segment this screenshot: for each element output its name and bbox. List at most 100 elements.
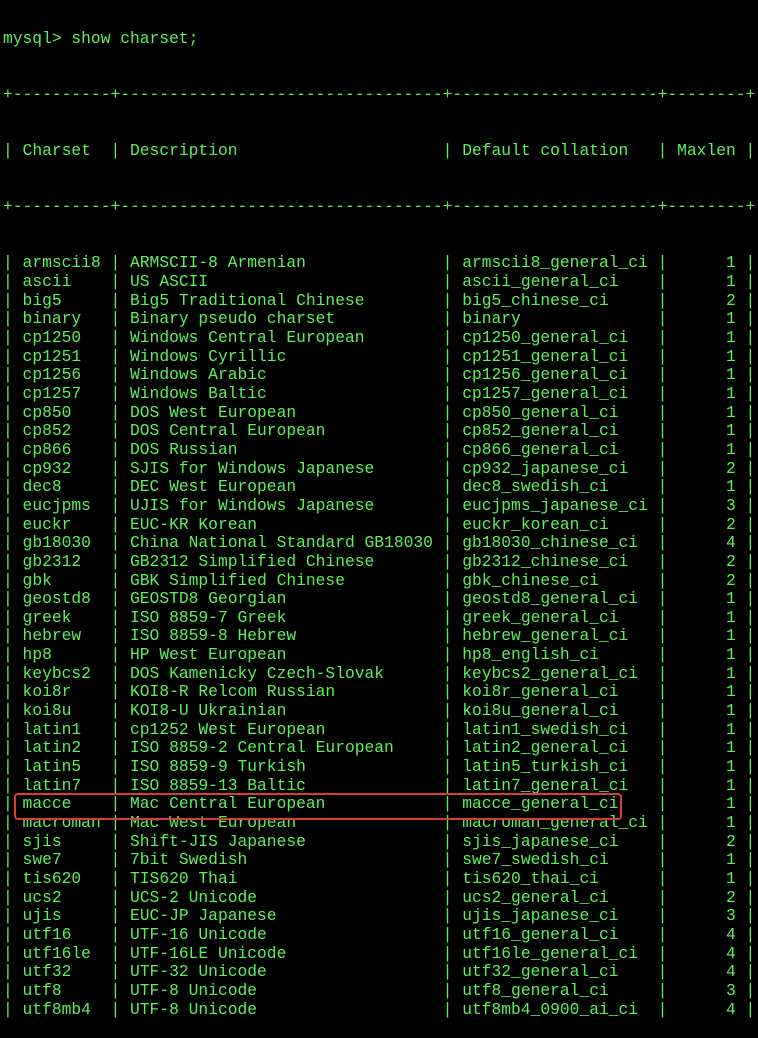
cell-maxlen: 3 bbox=[725, 495, 736, 515]
cell-charset: gb2312 bbox=[22, 551, 82, 571]
cell-charset: utf16 bbox=[22, 924, 72, 944]
cell-description: UJIS for Windows Japanese bbox=[130, 495, 375, 515]
table-row: | cp866 | DOS Russian | cp866_general_ci… bbox=[3, 439, 756, 459]
cell-default-collation: cp850_general_ci bbox=[462, 402, 619, 422]
cell-maxlen: 2 bbox=[725, 570, 736, 590]
cell-default-collation: ascii_general_ci bbox=[462, 272, 619, 291]
cell-maxlen: 1 bbox=[725, 402, 736, 422]
cell-charset: cp852 bbox=[22, 421, 72, 441]
table-row: | armscii8 | ARMSCII-8 Armenian | armsci… bbox=[3, 253, 756, 273]
table-row: | latin1 | cp1252 West European | latin1… bbox=[3, 719, 756, 739]
cell-default-collation: utf16le_general_ci bbox=[462, 943, 639, 963]
cell-default-collation: koi8r_general_ci bbox=[462, 682, 619, 702]
table-row: | sjis | Shift-JIS Japanese | sjis_japan… bbox=[3, 831, 756, 851]
cell-maxlen: 1 bbox=[725, 869, 736, 888]
cell-charset: geostd8 bbox=[22, 589, 91, 609]
cell-default-collation: tis620_thai_ci bbox=[462, 869, 599, 888]
cell-maxlen: 1 bbox=[725, 607, 736, 627]
cell-description: UTF-8 Unicode bbox=[130, 999, 258, 1019]
cell-description: EUC-KR Korean bbox=[130, 514, 258, 534]
cell-default-collation: greek_general_ci bbox=[462, 607, 619, 627]
cell-default-collation: ujis_japanese_ci bbox=[462, 906, 619, 926]
cell-maxlen: 1 bbox=[725, 738, 736, 758]
cell-description: UTF-16 Unicode bbox=[130, 924, 267, 944]
table-row: | cp932 | SJIS for Windows Japanese | cp… bbox=[3, 458, 756, 478]
cell-default-collation: utf8_general_ci bbox=[462, 980, 609, 1000]
table-row: | keybcs2 | DOS Kamenicky Czech-Slovak |… bbox=[3, 663, 756, 683]
cell-maxlen: 1 bbox=[725, 850, 736, 870]
cell-description: Mac West European bbox=[130, 813, 297, 833]
table-row: | cp850 | DOS West European | cp850_gene… bbox=[3, 402, 756, 422]
cell-description: DOS Russian bbox=[130, 439, 238, 459]
cell-charset: gbk bbox=[22, 570, 52, 590]
cell-description: DEC West European bbox=[130, 477, 297, 497]
cell-default-collation: cp932_japanese_ci bbox=[462, 458, 629, 478]
cell-default-collation: gb2312_chinese_ci bbox=[462, 551, 629, 571]
cell-description: Mac Central European bbox=[130, 794, 326, 814]
table-row: | cp1251 | Windows Cyrillic | cp1251_gen… bbox=[3, 346, 756, 366]
table-row: | eucjpms | UJIS for Windows Japanese | … bbox=[3, 495, 756, 515]
table-row: | utf16le | UTF-16LE Unicode | utf16le_g… bbox=[3, 943, 756, 963]
table-row: | utf16 | UTF-16 Unicode | utf16_general… bbox=[3, 924, 756, 944]
cell-default-collation: cp1250_general_ci bbox=[462, 327, 629, 347]
table-row: | dec8 | DEC West European | dec8_swedis… bbox=[3, 477, 756, 497]
cell-maxlen: 1 bbox=[725, 309, 736, 329]
cell-charset: binary bbox=[22, 309, 82, 329]
cell-description: UTF-32 Unicode bbox=[130, 962, 267, 982]
cell-charset: utf16le bbox=[22, 943, 91, 963]
cell-description: ARMSCII-8 Armenian bbox=[130, 253, 306, 273]
cell-description: SJIS for Windows Japanese bbox=[130, 458, 375, 478]
cell-description: Binary pseudo charset bbox=[130, 309, 336, 329]
cell-charset: hp8 bbox=[22, 645, 52, 665]
table-row: | koi8u | KOI8-U Ukrainian | koi8u_gener… bbox=[3, 701, 756, 721]
table-row: | koi8r | KOI8-R Relcom Russian | koi8r_… bbox=[3, 682, 756, 702]
cell-maxlen: 1 bbox=[725, 365, 736, 385]
table-row: | hp8 | HP West European | hp8_english_c… bbox=[3, 645, 756, 665]
cell-maxlen: 1 bbox=[725, 477, 736, 497]
cell-description: GEOSTD8 Georgian bbox=[130, 589, 287, 609]
cell-charset: utf8mb4 bbox=[22, 999, 91, 1019]
table-row: | latin5 | ISO 8859-9 Turkish | latin5_t… bbox=[3, 757, 756, 777]
cell-default-collation: cp852_general_ci bbox=[462, 421, 619, 441]
table-row: | latin7 | ISO 8859-13 Baltic | latin7_g… bbox=[3, 775, 756, 795]
cell-maxlen: 1 bbox=[725, 645, 736, 665]
table-row: | swe7 | 7bit Swedish | swe7_swedish_ci … bbox=[3, 850, 756, 870]
table-row: | macroman | Mac West European | macroma… bbox=[3, 813, 756, 833]
table-row: | latin2 | ISO 8859-2 Central European |… bbox=[3, 738, 756, 758]
cell-maxlen: 4 bbox=[725, 999, 736, 1019]
table-row: | macce | Mac Central European | macce_g… bbox=[3, 794, 756, 814]
cell-charset: ascii bbox=[22, 272, 72, 291]
table-row: | geostd8 | GEOSTD8 Georgian | geostd8_g… bbox=[3, 589, 756, 609]
cell-description: ISO 8859-7 Greek bbox=[130, 607, 287, 627]
table-row: | utf8 | UTF-8 Unicode | utf8_general_ci… bbox=[3, 980, 756, 1000]
cell-charset: sjis bbox=[22, 831, 62, 851]
cell-maxlen: 3 bbox=[725, 980, 736, 1000]
cell-maxlen: 4 bbox=[725, 533, 736, 553]
table-row: | cp1256 | Windows Arabic | cp1256_gener… bbox=[3, 365, 756, 385]
cell-maxlen: 1 bbox=[725, 253, 736, 273]
cell-charset: cp1256 bbox=[22, 365, 82, 385]
cell-charset: eucjpms bbox=[22, 495, 91, 515]
cell-maxlen: 1 bbox=[725, 327, 736, 347]
table-row: | binary | Binary pseudo charset | binar… bbox=[3, 309, 756, 329]
table-row: | cp1250 | Windows Central European | cp… bbox=[3, 327, 756, 347]
table-row: | utf8mb4 | UTF-8 Unicode | utf8mb4_0900… bbox=[3, 999, 756, 1019]
cell-default-collation: ucs2_general_ci bbox=[462, 887, 609, 907]
cell-maxlen: 1 bbox=[725, 589, 736, 609]
cell-description: EUC-JP Japanese bbox=[130, 906, 277, 926]
cell-charset: cp850 bbox=[22, 402, 72, 422]
cell-default-collation: eucjpms_japanese_ci bbox=[462, 495, 648, 515]
table-row: | ucs2 | UCS-2 Unicode | ucs2_general_ci… bbox=[3, 887, 756, 907]
cell-maxlen: 1 bbox=[725, 682, 736, 702]
cell-charset: armscii8 bbox=[22, 253, 101, 273]
cell-default-collation: utf16_general_ci bbox=[462, 924, 619, 944]
cell-default-collation: armscii8_general_ci bbox=[462, 253, 648, 273]
cell-description: GBK Simplified Chinese bbox=[130, 570, 345, 590]
cell-description: UTF-16LE Unicode bbox=[130, 943, 287, 963]
table-border-header: +----------+----------------------------… bbox=[3, 197, 756, 217]
cell-description: ISO 8859-13 Baltic bbox=[130, 775, 306, 795]
cell-maxlen: 2 bbox=[725, 290, 736, 310]
cell-charset: ucs2 bbox=[22, 887, 62, 907]
cell-default-collation: utf32_general_ci bbox=[462, 962, 619, 982]
cell-maxlen: 1 bbox=[725, 794, 736, 814]
